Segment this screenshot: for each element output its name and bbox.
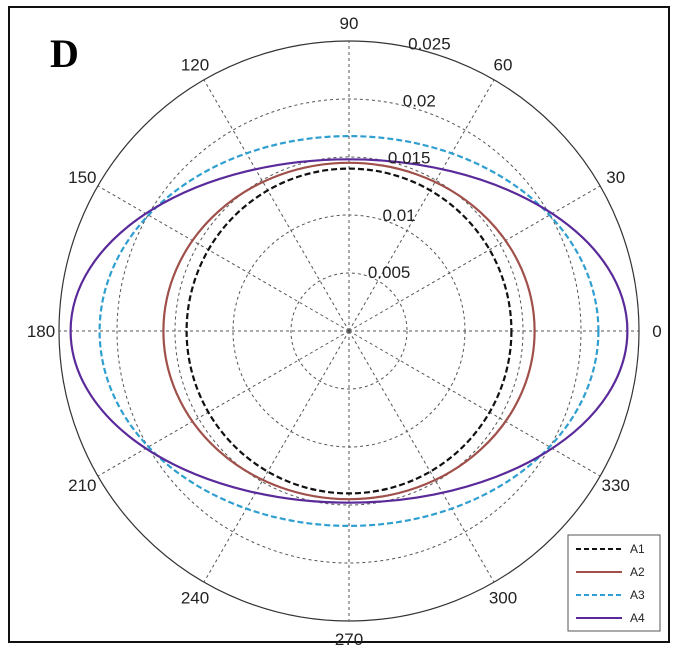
grid-spoke-30 bbox=[348, 185, 601, 332]
legend: A1 A2 A3 A4 bbox=[567, 534, 661, 632]
angle-tick-label: 240 bbox=[181, 589, 209, 608]
radial-tick-label: 0.015 bbox=[388, 149, 431, 168]
angle-tick-label: 300 bbox=[489, 589, 517, 608]
series-line-A2 bbox=[162, 161, 536, 501]
angle-tick-label: 60 bbox=[494, 55, 513, 74]
figure-frame bbox=[8, 6, 670, 643]
angle-tick-label: 30 bbox=[606, 168, 625, 187]
angle-tick-label: 150 bbox=[68, 168, 96, 187]
grid-circle-0.02 bbox=[116, 98, 582, 564]
radial-labels: 0.005 0.01 0.015 0.02 0.025 bbox=[368, 34, 451, 282]
angle-tick-label: 180 bbox=[27, 322, 55, 341]
legend-label-A1: A1 bbox=[630, 542, 645, 556]
grid-spoke-120 bbox=[203, 79, 350, 332]
legend-label-A2: A2 bbox=[630, 565, 645, 579]
legend-box bbox=[567, 534, 661, 632]
grid-spoke-210 bbox=[97, 330, 350, 477]
radial-tick-label: 0.025 bbox=[408, 34, 451, 53]
angle-tick-label: 330 bbox=[602, 476, 630, 495]
legend-label-A3: A3 bbox=[630, 588, 645, 602]
series-group bbox=[69, 135, 629, 527]
grid-spoke-150 bbox=[97, 185, 350, 332]
angle-tick-label: 120 bbox=[181, 55, 209, 74]
radial-tick-label: 0.01 bbox=[383, 206, 416, 225]
series-line-A1 bbox=[185, 167, 513, 495]
panel-label: D bbox=[50, 31, 79, 76]
legend-label-A4: A4 bbox=[630, 611, 645, 625]
angle-tick-label: 90 bbox=[340, 14, 359, 33]
polar-grid bbox=[58, 40, 640, 622]
grid-spoke-60 bbox=[348, 79, 495, 332]
grid-spoke-240 bbox=[203, 330, 350, 583]
grid-spoke-300 bbox=[348, 330, 495, 583]
series-line-A3 bbox=[98, 135, 600, 527]
grid-circle-0.005 bbox=[290, 272, 408, 390]
series-line-A4 bbox=[69, 158, 629, 504]
angle-tick-label: 270 bbox=[335, 630, 363, 649]
angle-tick-label: 0 bbox=[652, 322, 661, 341]
radial-tick-label: 0.02 bbox=[403, 92, 436, 111]
angle-labels: 0 30 60 90 120 150 180 210 240 270 300 330 bbox=[27, 14, 662, 649]
radial-tick-label: 0.005 bbox=[368, 263, 411, 282]
grid-spoke-330 bbox=[348, 330, 601, 477]
angle-tick-label: 210 bbox=[68, 476, 96, 495]
